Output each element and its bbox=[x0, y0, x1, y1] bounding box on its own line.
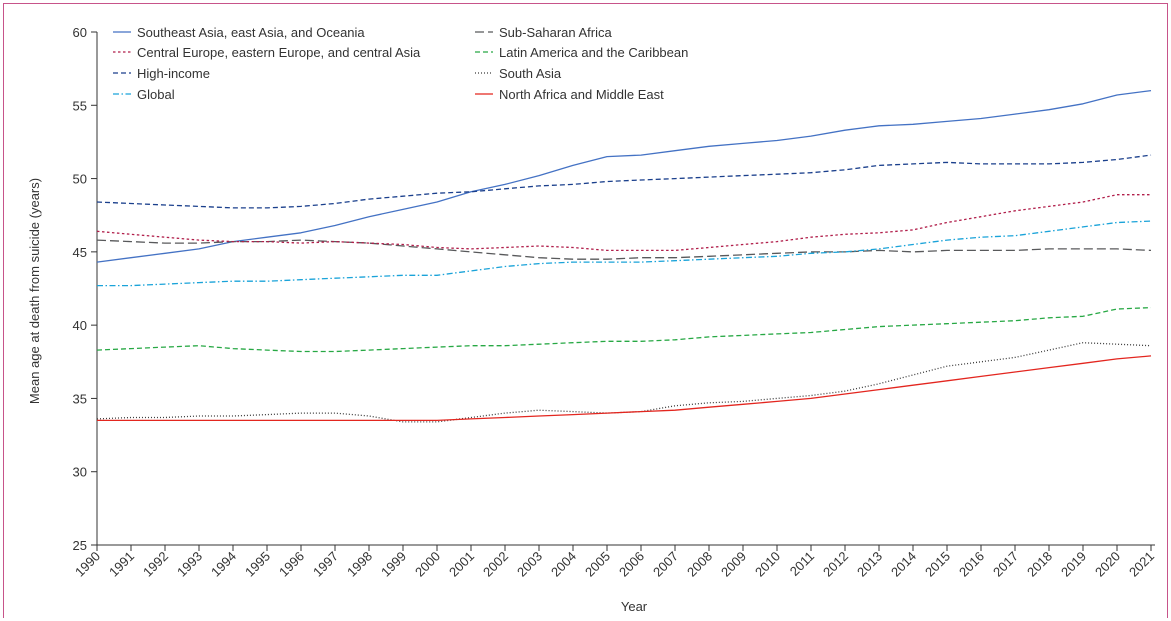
legend-label-6: Global bbox=[137, 87, 175, 102]
x-tick-label: 2003 bbox=[514, 549, 545, 580]
figure-frame bbox=[3, 3, 1168, 618]
y-tick-label: 55 bbox=[73, 98, 87, 113]
x-tick-label: 1994 bbox=[208, 549, 239, 580]
series-layer bbox=[96, 89, 1152, 423]
x-tick-label: 1995 bbox=[242, 549, 273, 580]
x-tick-label: 2006 bbox=[616, 549, 647, 580]
x-tick-label: 2018 bbox=[1024, 549, 1055, 580]
series-line-5 bbox=[96, 342, 1152, 423]
axes: 25 30 35 40 45 50 55 60 1990 1991 1992 1993 1994 1995… bbox=[72, 25, 1157, 580]
y-tick-label: 45 bbox=[73, 245, 87, 260]
x-tick-label: 2012 bbox=[820, 549, 851, 580]
x-tick-label: 2002 bbox=[480, 549, 511, 580]
x-tick-label: 2021 bbox=[1126, 549, 1157, 580]
y-tick-label: 30 bbox=[73, 465, 87, 480]
x-tick-label: 2017 bbox=[990, 549, 1021, 580]
legend-label-4: High-income bbox=[137, 66, 210, 81]
series-line-1 bbox=[96, 239, 1152, 260]
x-tick-label: 2015 bbox=[922, 549, 953, 580]
x-tick-label: 2020 bbox=[1092, 549, 1123, 580]
legend-label-3: Latin America and the Caribbean bbox=[499, 45, 688, 60]
legend-label-7: North Africa and Middle East bbox=[499, 87, 664, 102]
x-tick-label: 2008 bbox=[684, 549, 715, 580]
x-axis-title: Year bbox=[621, 599, 648, 614]
series-line-6 bbox=[97, 220, 1152, 287]
y-tick-label: 50 bbox=[73, 172, 87, 187]
x-tick-label: 2005 bbox=[582, 549, 613, 580]
y-axis-title: Mean age at death from suicide (years) bbox=[27, 178, 42, 404]
x-tick-label: 1990 bbox=[72, 549, 103, 580]
series-line-2 bbox=[96, 194, 1151, 252]
x-tick-label: 2007 bbox=[650, 549, 681, 580]
legend: Southeast Asia, east Asia, and Oceania Su… bbox=[113, 25, 688, 102]
x-tick-label: 1998 bbox=[344, 549, 375, 580]
y-tick-label: 40 bbox=[73, 318, 87, 333]
x-tick-label: 2011 bbox=[787, 549, 817, 579]
x-tick-label: 2013 bbox=[854, 549, 885, 580]
legend-label-2: Central Europe, eastern Europe, and cent… bbox=[137, 45, 421, 60]
x-tick-label: 1997 bbox=[310, 549, 341, 580]
series-line-0 bbox=[96, 89, 1152, 263]
x-tick-label: 2004 bbox=[548, 549, 579, 580]
y-tick-label: 60 bbox=[73, 25, 87, 40]
x-tick-label: 2016 bbox=[956, 549, 987, 580]
x-tick-label: 1991 bbox=[106, 549, 137, 580]
x-tick-label: 2014 bbox=[888, 549, 919, 580]
x-tick-label: 2001 bbox=[446, 549, 477, 580]
legend-label-1: Sub-Saharan Africa bbox=[499, 25, 613, 40]
x-tick-label: 1996 bbox=[276, 549, 307, 580]
x-tick-label: 1999 bbox=[378, 549, 409, 580]
x-tick-label: 2019 bbox=[1058, 549, 1089, 580]
y-tick-label: 35 bbox=[73, 391, 87, 406]
legend-label-0: Southeast Asia, east Asia, and Oceania bbox=[137, 25, 365, 40]
series-line-4 bbox=[96, 154, 1152, 209]
y-tick-label: 25 bbox=[73, 538, 87, 553]
x-tick-label: 2000 bbox=[412, 549, 443, 580]
series-line-3 bbox=[96, 306, 1152, 353]
x-tick-label: 1993 bbox=[174, 549, 205, 580]
series-line-7 bbox=[97, 355, 1152, 422]
legend-label-5: South Asia bbox=[499, 66, 562, 81]
x-tick-label: 2009 bbox=[718, 549, 749, 580]
x-tick-label: 2010 bbox=[752, 549, 783, 580]
x-tick-label: 1992 bbox=[140, 549, 171, 580]
